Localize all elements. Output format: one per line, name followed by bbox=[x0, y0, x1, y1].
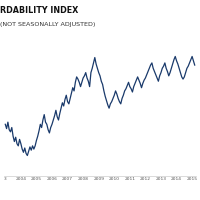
Text: (NOT SEASONALLY ADJUSTED): (NOT SEASONALLY ADJUSTED) bbox=[0, 22, 95, 27]
Text: RDABILITY INDEX: RDABILITY INDEX bbox=[0, 6, 78, 15]
